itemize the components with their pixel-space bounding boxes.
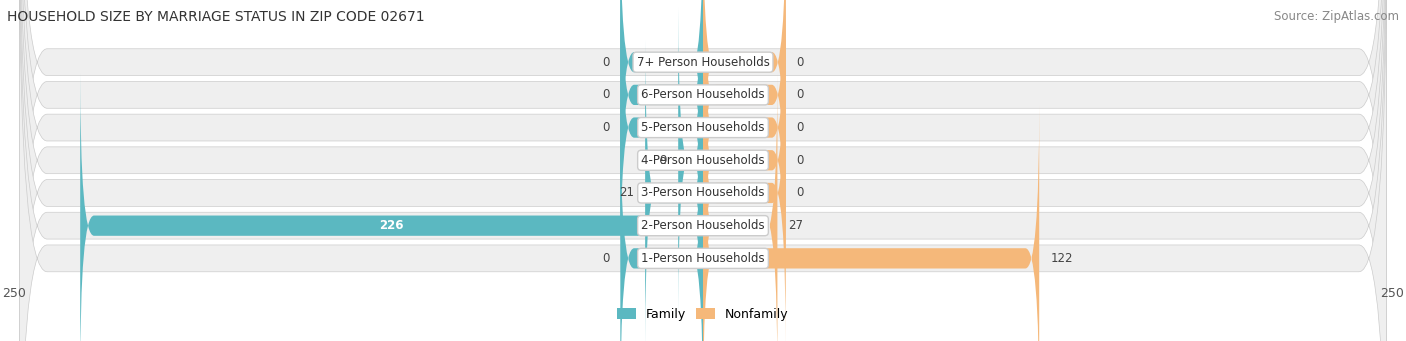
FancyBboxPatch shape [20,0,1386,341]
Text: 0: 0 [797,88,804,101]
FancyBboxPatch shape [703,0,786,248]
FancyBboxPatch shape [703,0,786,216]
FancyBboxPatch shape [620,105,703,341]
Text: 4-Person Households: 4-Person Households [641,154,765,167]
Text: 7+ Person Households: 7+ Person Households [637,56,769,69]
FancyBboxPatch shape [20,0,1386,341]
Text: 0: 0 [602,56,609,69]
FancyBboxPatch shape [620,0,703,248]
Text: 6-Person Households: 6-Person Households [641,88,765,101]
Text: 0: 0 [602,121,609,134]
Text: 0: 0 [797,187,804,199]
FancyBboxPatch shape [80,72,703,341]
Text: Source: ZipAtlas.com: Source: ZipAtlas.com [1274,10,1399,23]
Text: 0: 0 [797,154,804,167]
Text: 0: 0 [602,252,609,265]
FancyBboxPatch shape [620,0,703,216]
FancyBboxPatch shape [678,7,703,314]
Text: 1-Person Households: 1-Person Households [641,252,765,265]
Text: 9: 9 [659,154,668,167]
FancyBboxPatch shape [20,0,1386,341]
Text: 0: 0 [602,88,609,101]
FancyBboxPatch shape [703,72,778,341]
FancyBboxPatch shape [620,0,703,281]
FancyBboxPatch shape [20,0,1386,341]
Text: 27: 27 [789,219,803,232]
FancyBboxPatch shape [703,40,786,341]
FancyBboxPatch shape [20,0,1386,341]
Text: 0: 0 [797,121,804,134]
FancyBboxPatch shape [20,0,1386,341]
FancyBboxPatch shape [703,0,786,281]
Text: 2-Person Households: 2-Person Households [641,219,765,232]
FancyBboxPatch shape [645,40,703,341]
FancyBboxPatch shape [703,7,786,314]
Text: 0: 0 [797,56,804,69]
Text: 122: 122 [1050,252,1073,265]
Text: 5-Person Households: 5-Person Households [641,121,765,134]
Legend: Family, Nonfamily: Family, Nonfamily [612,303,794,326]
Text: 21: 21 [619,187,634,199]
Text: 226: 226 [380,219,404,232]
Text: 3-Person Households: 3-Person Households [641,187,765,199]
FancyBboxPatch shape [20,0,1386,341]
Text: HOUSEHOLD SIZE BY MARRIAGE STATUS IN ZIP CODE 02671: HOUSEHOLD SIZE BY MARRIAGE STATUS IN ZIP… [7,10,425,24]
FancyBboxPatch shape [703,105,1039,341]
